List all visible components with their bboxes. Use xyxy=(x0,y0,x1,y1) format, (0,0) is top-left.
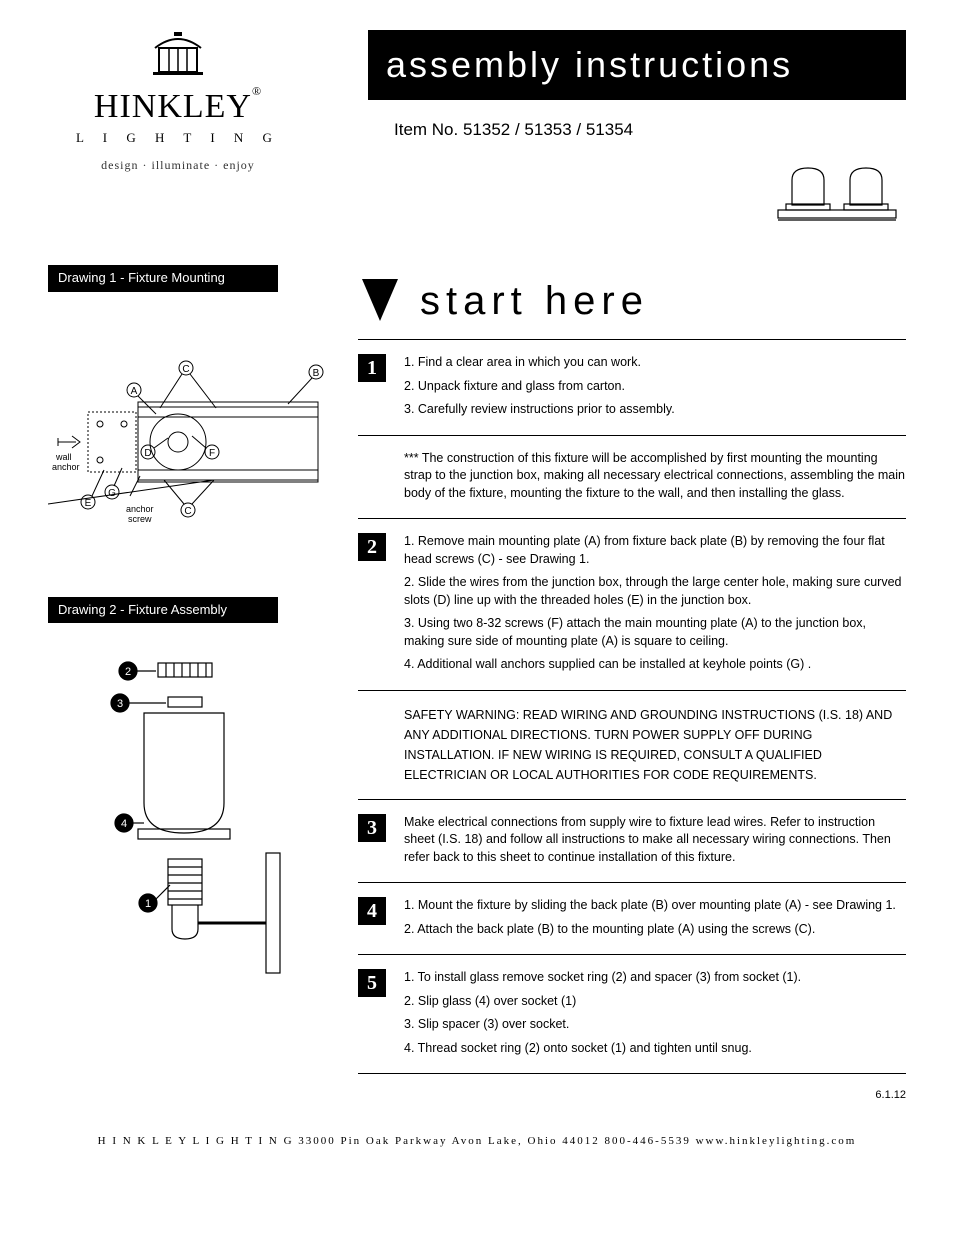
callout-F: F xyxy=(209,448,215,459)
safety-warning-text: SAFETY WARNING: READ WIRING AND GROUNDIN… xyxy=(404,705,906,785)
page-title: assembly instructions xyxy=(368,30,906,100)
drawing-2-label: Drawing 2 - Fixture Assembly xyxy=(48,597,278,623)
start-arrow-icon xyxy=(358,277,402,325)
divider xyxy=(358,799,906,800)
step-3-body: Make electrical connections from supply … xyxy=(404,814,906,873)
step-4: 4 1. Mount the fixture by sliding the ba… xyxy=(358,897,906,944)
brand-name-text: HINKLEY xyxy=(94,88,252,125)
step-1-body: 1. Find a clear area in which you can wo… xyxy=(404,354,906,425)
step-1-line-2: 2. Unpack fixture and glass from carton. xyxy=(404,378,906,396)
drawing-2: 2 3 4 1 xyxy=(48,653,328,998)
step-5-body: 1. To install glass remove socket ring (… xyxy=(404,969,906,1063)
step-3-line-1: Make electrical connections from supply … xyxy=(404,814,906,867)
brand-name: HINKLEY® xyxy=(48,83,308,131)
logo-lantern-icon xyxy=(143,30,213,78)
step-4-line-2: 2. Attach the back plate (B) to the moun… xyxy=(404,921,906,939)
step-1-line-1: 1. Find a clear area in which you can wo… xyxy=(404,354,906,372)
brand-reg: ® xyxy=(252,84,262,98)
step-5-line-1: 1. To install glass remove socket ring (… xyxy=(404,969,906,987)
divider xyxy=(358,518,906,519)
callout-4: 4 xyxy=(121,818,127,830)
construction-note-text: *** The construction of this fixture wil… xyxy=(404,450,906,503)
step-2-number: 2 xyxy=(358,533,386,561)
step-5: 5 1. To install glass remove socket ring… xyxy=(358,969,906,1063)
divider xyxy=(358,339,906,340)
callout-A: A xyxy=(131,386,138,397)
callout-D: D xyxy=(144,448,151,459)
step-5-line-3: 3. Slip spacer (3) over socket. xyxy=(404,1016,906,1034)
divider xyxy=(358,954,906,955)
step-1-number: 1 xyxy=(358,354,386,382)
step-1-line-3: 3. Carefully review instructions prior t… xyxy=(404,401,906,419)
callout-1: 1 xyxy=(145,898,151,910)
main-content: Drawing 1 - Fixture Mounting A xyxy=(48,265,906,1103)
item-number: Item No. 51352 / 51353 / 51354 xyxy=(394,118,906,142)
step-4-number: 4 xyxy=(358,897,386,925)
step-5-number: 5 xyxy=(358,969,386,997)
step-3-number: 3 xyxy=(358,814,386,842)
brand-logo-block: HINKLEY® L I G H T I N G design · illumi… xyxy=(48,30,308,235)
step-2: 2 1. Remove main mounting plate (A) from… xyxy=(358,533,906,680)
step-3: 3 Make electrical connections from suppl… xyxy=(358,814,906,873)
start-here-heading: start here xyxy=(358,273,906,329)
callout-3: 3 xyxy=(117,698,123,710)
step-5-line-2: 2. Slip glass (4) over socket (1) xyxy=(404,993,906,1011)
label-wall-anchor: wall xyxy=(55,452,72,462)
callout-G: G xyxy=(108,488,116,499)
step-4-body: 1. Mount the fixture by sliding the back… xyxy=(404,897,906,944)
brand-tagline: design · illuminate · enjoy xyxy=(48,157,308,174)
drawing-1-label: Drawing 1 - Fixture Mounting xyxy=(48,265,278,291)
safety-warning: SAFETY WARNING: READ WIRING AND GROUNDIN… xyxy=(358,705,906,789)
start-here-text: start here xyxy=(420,273,649,329)
step-2-line-1: 1. Remove main mounting plate (A) from f… xyxy=(404,533,906,568)
title-block: assembly instructions Item No. 51352 / 5… xyxy=(368,30,906,235)
step-1: 1 1. Find a clear area in which you can … xyxy=(358,354,906,425)
step-2-line-3: 3. Using two 8-32 screws (F) attach the … xyxy=(404,615,906,650)
revision-date: 6.1.12 xyxy=(358,1088,906,1103)
divider xyxy=(358,690,906,691)
step-2-line-2: 2. Slide the wires from the junction box… xyxy=(404,574,906,609)
instructions-column: start here 1 1. Find a clear area in whi… xyxy=(358,265,906,1103)
drawing-1: A B C D F E G xyxy=(48,352,328,557)
svg-text:screw: screw xyxy=(128,514,152,524)
page-footer: H I N K L E Y L I G H T I N G 33000 Pin … xyxy=(48,1134,906,1149)
divider xyxy=(358,882,906,883)
svg-text:anchor: anchor xyxy=(52,462,80,472)
callout-E: E xyxy=(85,498,92,509)
construction-note: *** The construction of this fixture wil… xyxy=(358,450,906,509)
brand-subtitle: L I G H T I N G xyxy=(48,129,308,147)
label-anchor-screw: anchor xyxy=(126,504,154,514)
product-thumbnail-icon xyxy=(772,160,902,230)
step-2-line-4: 4. Additional wall anchors supplied can … xyxy=(404,656,906,674)
callout-2: 2 xyxy=(125,666,131,678)
step-4-line-1: 1. Mount the fixture by sliding the back… xyxy=(404,897,906,915)
header-row: HINKLEY® L I G H T I N G design · illumi… xyxy=(48,30,906,235)
drawings-column: Drawing 1 - Fixture Mounting A xyxy=(48,265,328,1103)
callout-C: C xyxy=(182,364,189,375)
callout-C2: C xyxy=(184,506,191,517)
step-5-line-4: 4. Thread socket ring (2) onto socket (1… xyxy=(404,1040,906,1058)
divider xyxy=(358,1073,906,1074)
divider xyxy=(358,435,906,436)
callout-B: B xyxy=(313,368,320,379)
step-2-body: 1. Remove main mounting plate (A) from f… xyxy=(404,533,906,680)
